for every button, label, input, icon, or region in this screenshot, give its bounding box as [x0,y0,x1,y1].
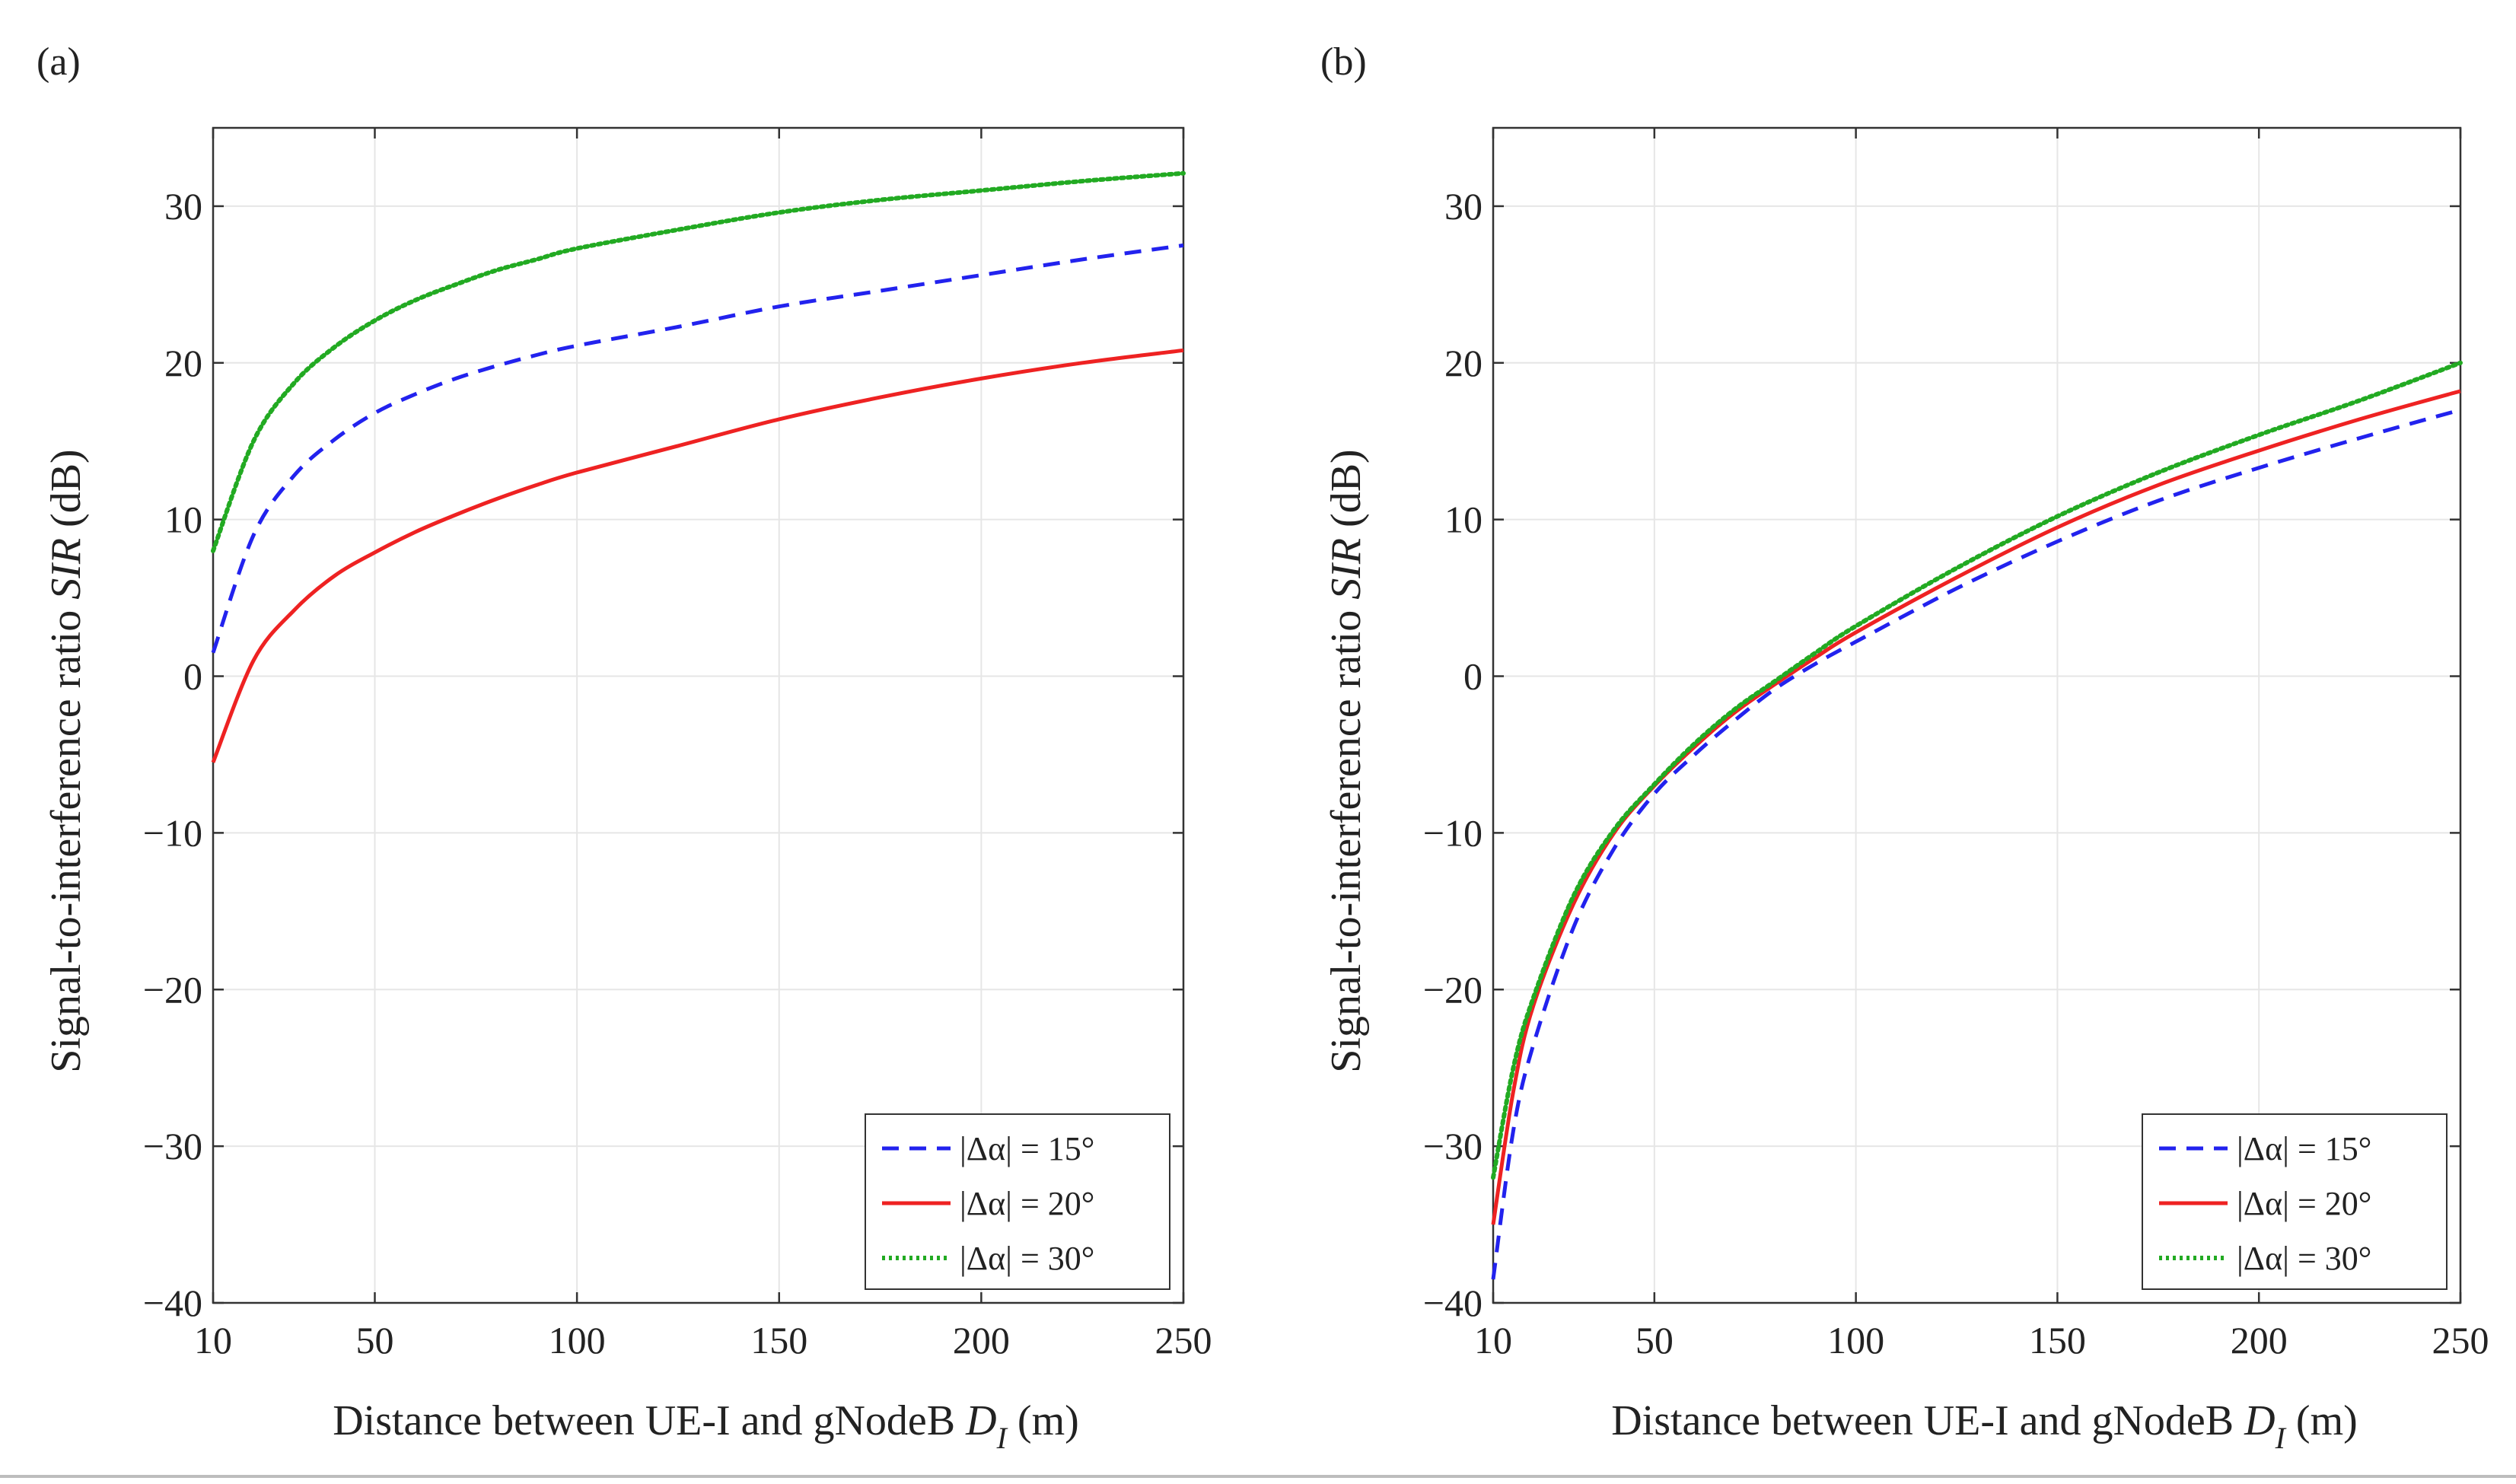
x-tick-label: 10 [194,1319,232,1361]
x-tick-label: 200 [2231,1319,2288,1361]
legend-entry-3: |Δα| = 30° [960,1240,1094,1277]
x-tick-label: 50 [356,1319,394,1361]
y-tick-label: 30 [1444,185,1483,228]
y-tick-label: −20 [143,968,202,1011]
y-tick-label: −30 [143,1125,202,1167]
y-tick-label: 20 [164,342,202,384]
legend-entry-1: |Δα| = 15° [2237,1130,2371,1167]
chart-panel-a: (a) 10 50 100 150 200 250 −40 −30 −20 −10 0 10 20 30 Di… [37,40,1212,1455]
x-axis-label: Distance between UE-I and gNodeB DI (m) [1611,1397,2358,1455]
y-axis-label: Signal-to-interference ratio SIR (dB) [1323,449,1370,1072]
series-line-2 [211,348,1184,763]
series-line-3 [211,170,1186,553]
legend-entry-2: |Δα| = 20° [960,1185,1094,1222]
legend-entry-1: |Δα| = 15° [960,1130,1094,1167]
y-tick-label: −40 [143,1282,202,1324]
legend: |Δα| = 15° |Δα| = 20° |Δα| = 30° [865,1113,1170,1290]
series-line-1 [211,243,1184,654]
chart-panel-b: (b) 10 50 100 150 200 250 −40 −30 −20 −10 0 10 20 30 Di… [1320,40,2489,1455]
series-line-3 [1491,360,2463,1180]
legend-entry-3: |Δα| = 30° [2237,1240,2371,1277]
y-tick-label: 0 [1463,655,1483,698]
y-axis-label: Signal-to-interference ratio SIR (dB) [43,449,90,1072]
series-line-2 [1491,389,2461,1225]
series-line-1 [1491,408,2461,1280]
axes-frame [212,126,1185,1304]
x-tick-label: 100 [1827,1319,1884,1361]
legend: |Δα| = 15° |Δα| = 20° |Δα| = 30° [2142,1113,2448,1290]
x-tick-label: 50 [1635,1319,1674,1361]
axes-frame [1492,126,2462,1304]
panel-label: (b) [1320,40,1367,84]
x-tick-label: 250 [1155,1319,1212,1361]
x-tick-label: 250 [2432,1319,2489,1361]
x-tick-label: 100 [549,1319,606,1361]
y-tick-label: 20 [1444,342,1483,384]
y-tick-label: −30 [1423,1125,1483,1167]
y-tick-label: 10 [164,498,202,541]
bottom-divider [0,1475,2516,1478]
y-tick-label: −10 [1423,811,1483,854]
y-tick-label: −40 [1423,1282,1483,1324]
legend-entry-2: |Δα| = 20° [2237,1185,2371,1222]
x-tick-label: 10 [1474,1319,1512,1361]
y-tick-label: −10 [143,811,202,854]
y-tick-label: 30 [164,185,202,228]
x-axis-label: Distance between UE-I and gNodeB DI (m) [333,1397,1079,1455]
x-tick-label: 200 [953,1319,1010,1361]
y-tick-label: −20 [1423,968,1483,1011]
x-tick-label: 150 [2029,1319,2086,1361]
panel-label: (a) [37,40,81,84]
x-tick-label: 150 [750,1319,807,1361]
y-tick-label: 0 [183,655,202,698]
y-tick-label: 10 [1444,498,1483,541]
